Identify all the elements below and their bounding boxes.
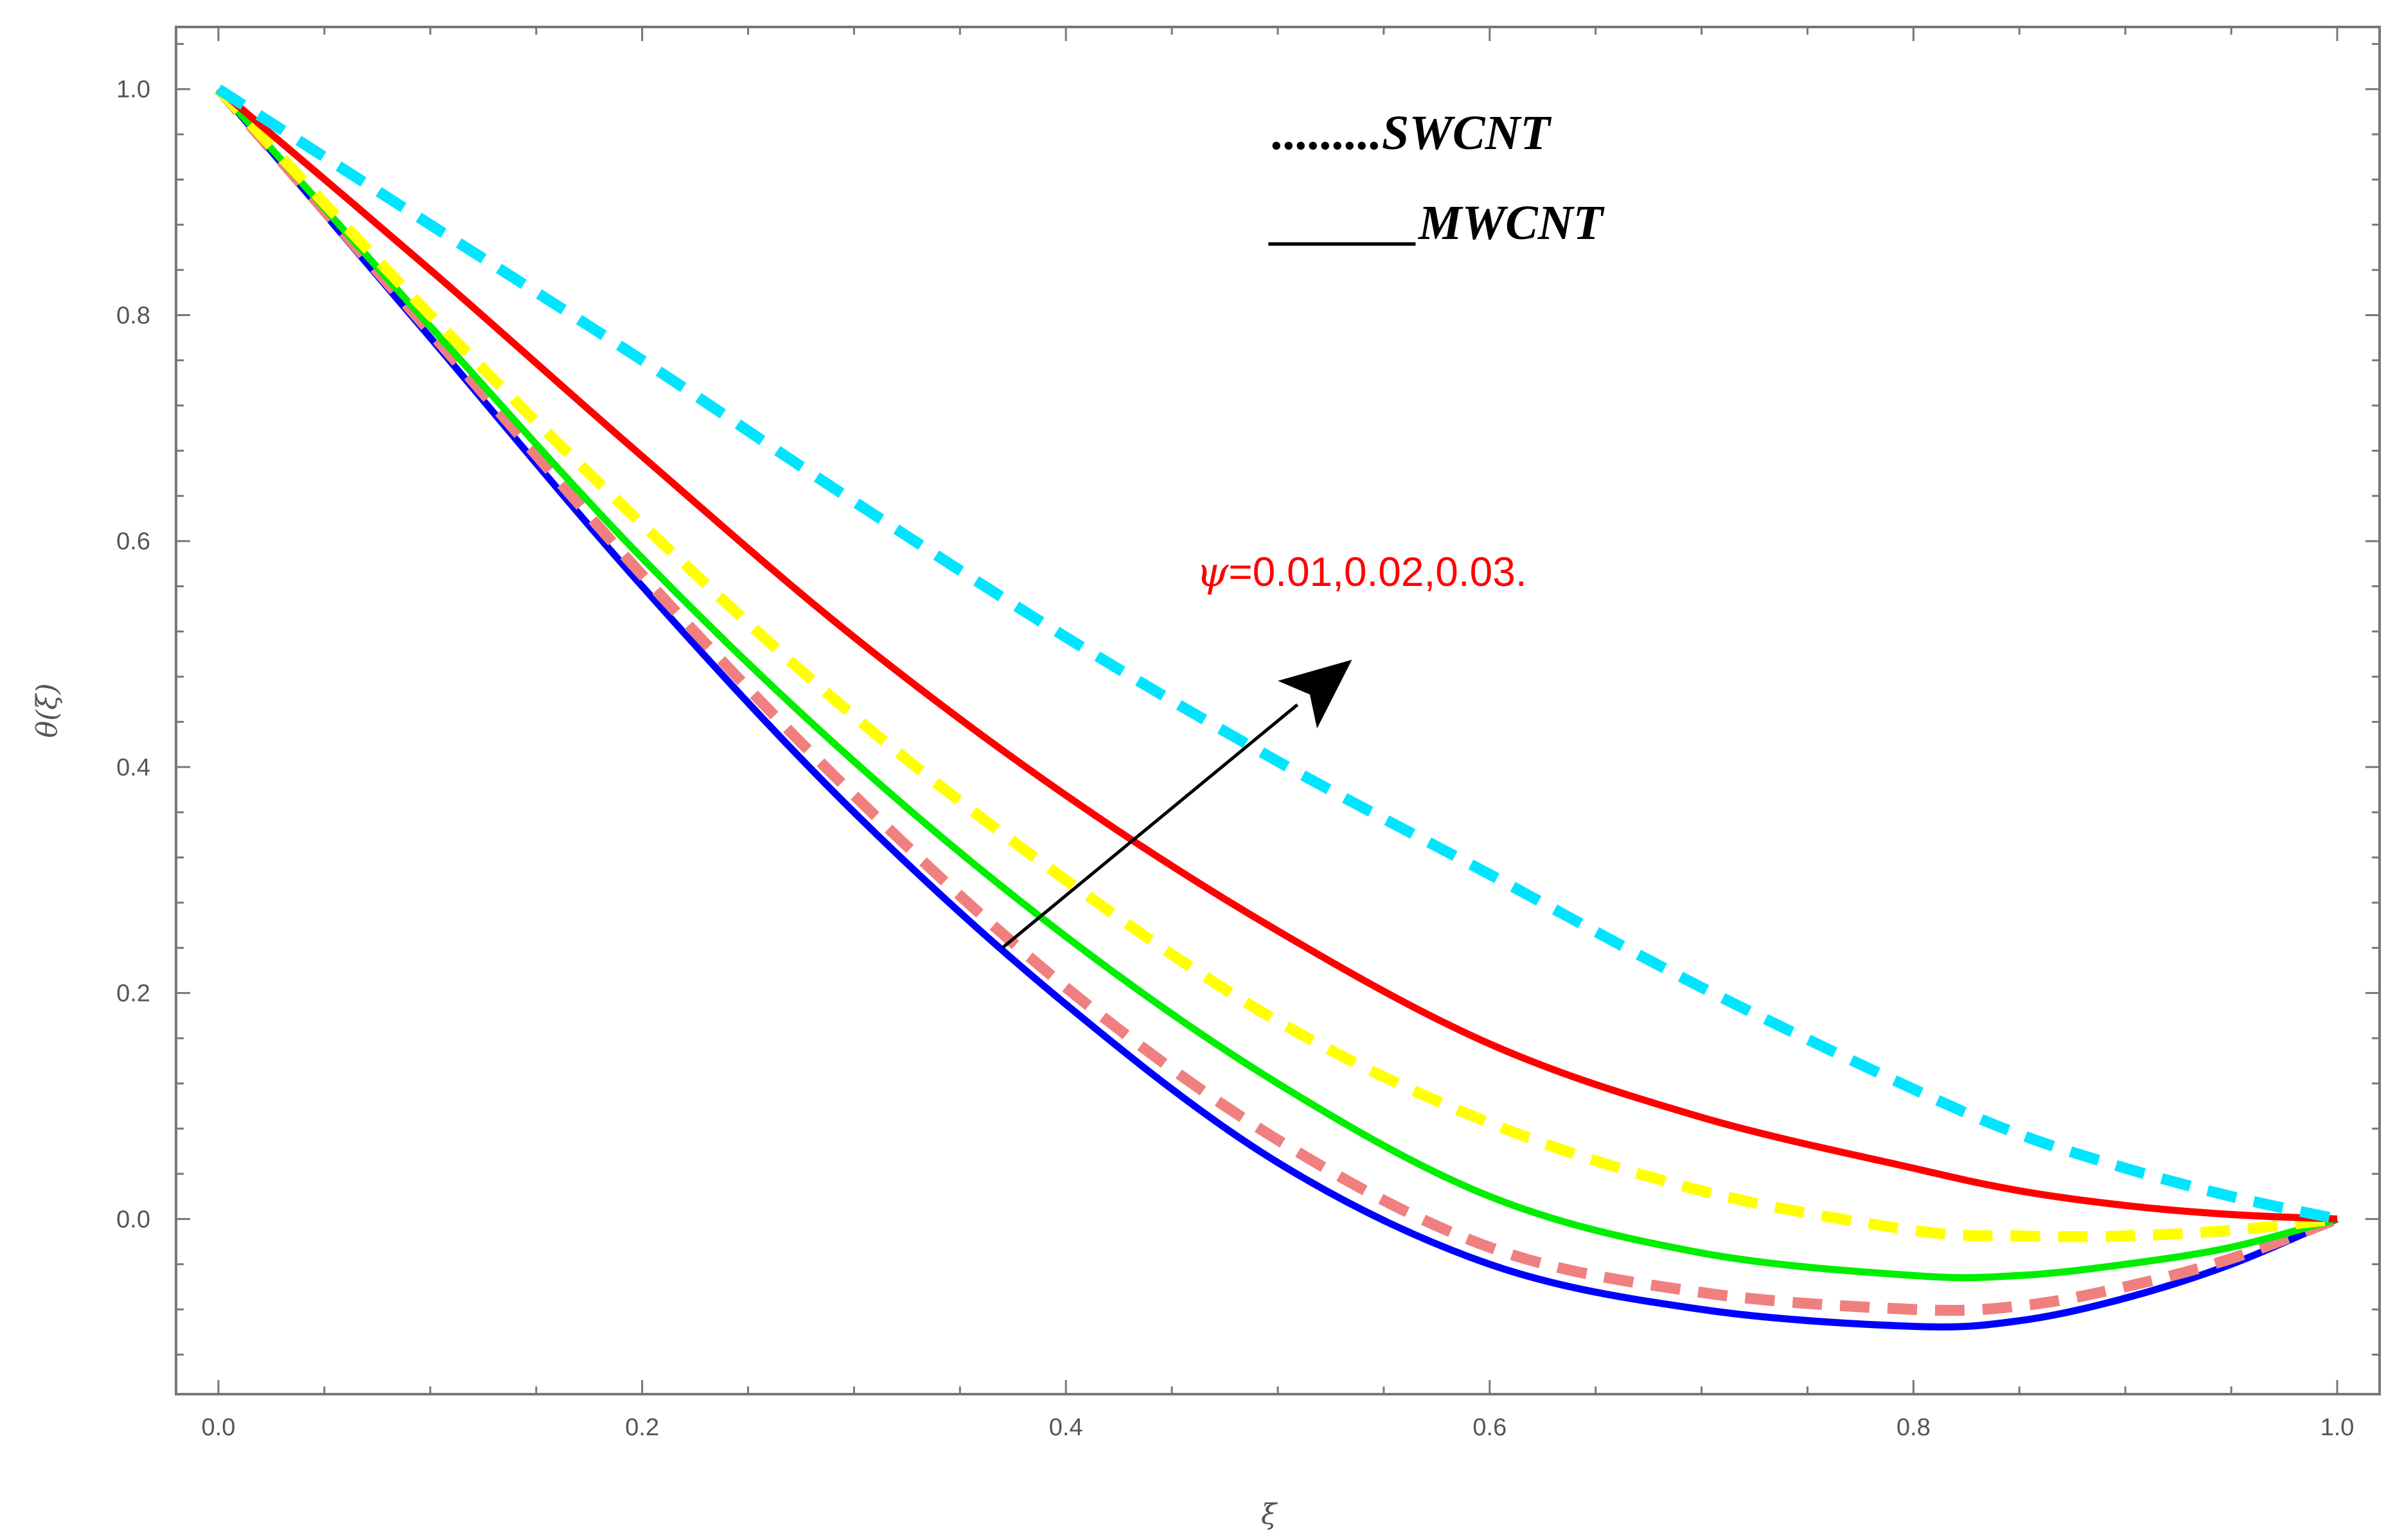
legend-swcnt-label: SWCNT <box>1382 106 1551 160</box>
x-tick-label: 0.2 <box>625 1414 659 1441</box>
y-tick-label: 0.4 <box>116 754 150 781</box>
arrow-shaft <box>1001 703 1299 950</box>
x-tick-label: 0.0 <box>202 1414 236 1441</box>
x-tick-label: 0.6 <box>1472 1414 1507 1441</box>
series-layer <box>214 84 2339 1331</box>
y-axis-label: θ(ξ) <box>31 683 64 738</box>
legend-swcnt-sample: ......... <box>1272 106 1382 160</box>
arrow-head <box>1278 659 1352 729</box>
legend-mwcnt-label: MWCNT <box>1418 196 1605 250</box>
x-tick-labels: 0.0 0.2 0.4 0.6 0.8 1.0 <box>202 1414 2355 1441</box>
series-line-6-dashed <box>215 84 2338 1225</box>
series-line-5-solid <box>216 86 2338 1223</box>
x-tick-label: 0.4 <box>1049 1414 1083 1441</box>
x-tick-label: 0.8 <box>1896 1414 1931 1441</box>
y-tick-labels: 0.0 0.2 0.4 0.6 0.8 1.0 <box>116 76 150 1234</box>
series-line-3-solid <box>215 87 2338 1282</box>
y-tick-label: 0.0 <box>116 1206 150 1233</box>
legend-swcnt: .........SWCNT <box>1272 106 1551 160</box>
series-line-2-dashed <box>214 85 2339 1316</box>
axis-ticks <box>176 27 2380 1394</box>
psi-annotation: ψ=0.01,0.02,0.03. <box>1001 549 1527 950</box>
x-tick-label: 1.0 <box>2320 1414 2355 1441</box>
series-line-1-solid <box>215 87 2339 1331</box>
legend-mwcnt: ______MWCNT <box>1268 196 1605 250</box>
x-axis-label: ξ <box>1261 1498 1278 1531</box>
y-tick-label: 0.6 <box>116 528 150 555</box>
psi-symbol: ψ <box>1196 549 1229 596</box>
psi-annotation-text: ψ=0.01,0.02,0.03. <box>1196 549 1527 596</box>
legend-mwcnt-sample: ______ <box>1268 196 1418 250</box>
y-tick-label: 1.0 <box>116 76 150 103</box>
psi-values: =0.01,0.02,0.03. <box>1228 549 1526 595</box>
y-tick-label: 0.2 <box>116 980 150 1007</box>
y-tick-label: 0.8 <box>116 302 150 329</box>
legend: .........SWCNT ______MWCNT <box>1268 106 1605 250</box>
series-line-4-dashed <box>214 85 2338 1243</box>
